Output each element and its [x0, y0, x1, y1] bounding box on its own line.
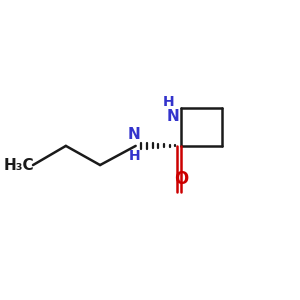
Text: H: H	[128, 149, 140, 164]
Text: H: H	[163, 95, 179, 109]
Text: N: N	[128, 127, 141, 142]
Text: N: N	[167, 109, 179, 124]
Text: H₃C: H₃C	[4, 158, 34, 172]
Text: O: O	[174, 170, 188, 188]
